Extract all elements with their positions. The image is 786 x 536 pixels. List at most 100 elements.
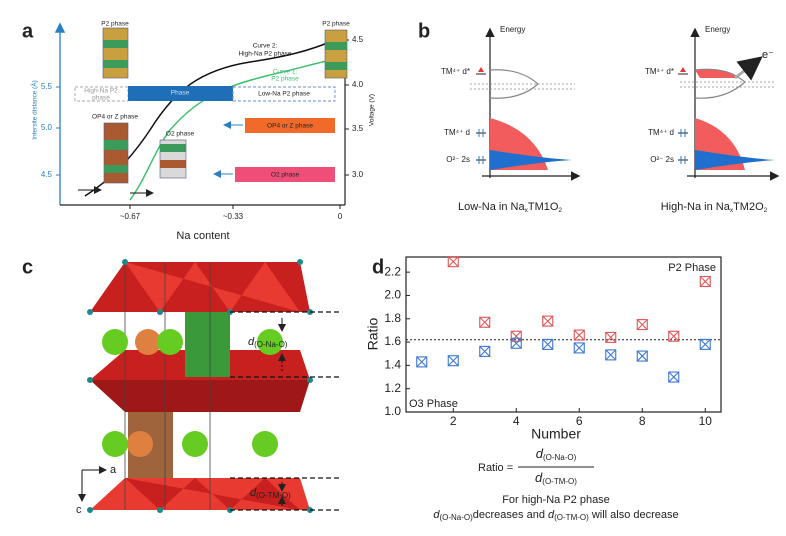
marker-box	[699, 275, 711, 288]
note: For high-Na P2 phase	[502, 494, 610, 506]
left-ticks	[56, 86, 60, 176]
axis-label: Energy	[705, 25, 730, 34]
marker-box	[542, 338, 554, 350]
marker-cross	[699, 339, 711, 350]
marker-cross	[668, 371, 680, 383]
axis-label: Energy	[500, 25, 525, 34]
marker-box	[416, 356, 428, 368]
marker-box	[573, 342, 585, 354]
marker-box	[510, 330, 522, 342]
ratio-formula: Ratio = d(O-Na-O) d(O-TM-O) For high-Na …	[433, 446, 678, 522]
annotation: Curve 1:	[273, 69, 298, 76]
phase-box	[232, 86, 336, 102]
plot-frame	[405, 256, 722, 413]
subscript: (O-TM-O)	[542, 477, 577, 486]
formula-lhs: Ratio =	[478, 462, 513, 474]
y-tick-label: 1.2	[384, 381, 401, 395]
annotation: High-Na P2 phase	[238, 51, 291, 58]
marker-box	[479, 345, 491, 357]
note-part: decreases and	[473, 509, 548, 521]
marker-box	[636, 319, 648, 331]
symbol: d	[248, 336, 255, 348]
marker	[573, 342, 585, 354]
marker	[479, 316, 491, 328]
marker-box	[542, 315, 554, 327]
x-axis-label: Number	[531, 426, 581, 442]
marker-box	[699, 338, 711, 350]
axis-label: c	[76, 504, 82, 516]
symbol: d	[535, 470, 543, 485]
marker-box	[636, 350, 648, 362]
y-tick-label: 5.5	[41, 82, 53, 91]
panel-b: b Energy Energy	[418, 20, 780, 214]
marker	[605, 349, 617, 361]
y-axis-label: Ratio	[365, 317, 381, 350]
formula-denominator: d(O-TM-O)	[535, 470, 577, 486]
caption-part: TM1O	[528, 201, 559, 213]
marker-cross	[605, 332, 617, 343]
panel-c: c a c d(O-Na-O) d (O-TM-O)	[22, 256, 340, 516]
marker-cross	[479, 346, 491, 357]
marker-box	[479, 316, 491, 328]
level-label: TM⁴⁺ d*	[441, 67, 470, 76]
x-tick-label: ~0.67	[120, 212, 141, 221]
marker	[510, 337, 522, 349]
axis-label: a	[110, 464, 117, 476]
phase-bar	[235, 167, 335, 182]
electron-label: e⁻	[762, 49, 774, 61]
marker-box	[668, 330, 680, 342]
note-part: will also decrease	[589, 509, 679, 521]
level-label: TM⁴⁺ d	[648, 128, 674, 137]
marker-cross	[447, 355, 459, 367]
marker-cross	[510, 337, 522, 349]
marker-box	[668, 371, 680, 383]
annotation: High-Na P2	[84, 88, 118, 95]
caption-sub: x	[730, 207, 734, 214]
caption: Low-Na in NaxTM1O2	[458, 201, 562, 214]
panel-label: d	[372, 256, 384, 278]
subscript: (O-TM-O)	[256, 491, 291, 500]
annotation: P2 Phase	[668, 262, 716, 274]
marker-cross	[542, 339, 554, 350]
panel-a: a 5.5 5.0 4.5 4.5 4.0 3.5 3.0 ~0.67 ~0.3…	[22, 20, 376, 242]
y-tick-label: 4.5	[41, 170, 53, 179]
annotation: O3 Phase	[409, 398, 458, 410]
marker-box	[605, 349, 617, 361]
annotation: P2 phase	[322, 21, 350, 28]
marker-box	[605, 331, 617, 343]
symbol: d	[536, 446, 544, 461]
y2-axis-label: Voltage (V)	[369, 94, 376, 126]
y-tick-label: 1.4	[384, 358, 401, 372]
marker	[699, 275, 711, 288]
x-tick-label: 0	[338, 212, 343, 221]
subscript: (O-Na-O)	[439, 513, 473, 522]
annotation: O2 phase	[271, 172, 300, 179]
annotation: OP4 or Z phase	[267, 123, 313, 130]
marker-cross	[447, 256, 459, 268]
panel-label: a	[22, 20, 34, 42]
y-tick-label: 1.8	[384, 311, 401, 325]
marker-cross	[573, 342, 585, 354]
marker-box	[447, 256, 459, 268]
subscript: (O-Na-O)	[254, 340, 288, 349]
level-label: O²⁻ 2s	[650, 155, 674, 164]
marker-box	[573, 329, 585, 341]
y2-tick-label: 3.5	[352, 124, 364, 133]
caption: High-Na in NaxTM2O2	[661, 201, 768, 214]
phase-bar	[245, 118, 335, 133]
marker-cross	[668, 330, 680, 342]
panel-label: b	[418, 20, 430, 42]
annotation: O2 phase	[166, 131, 195, 138]
panel-d: d Number Ratio P2 Phase O3 Phase 1.0 1.2 1…	[365, 256, 722, 442]
marker-cross	[636, 350, 648, 362]
x-tick-label: 10	[699, 414, 713, 428]
panel-label: c	[22, 256, 33, 278]
note: d(O-Na-O)decreases and d(O-TM-O) will al…	[433, 509, 678, 522]
subscript: (O-TM-O)	[554, 513, 589, 522]
annotation: P2 phase	[101, 21, 129, 28]
x-tick-label: ~0.33	[223, 212, 244, 221]
level-label: O²⁻ 2s	[446, 155, 470, 164]
marker-cross	[416, 356, 428, 368]
distance-label: d(O-Na-O)	[248, 336, 288, 349]
